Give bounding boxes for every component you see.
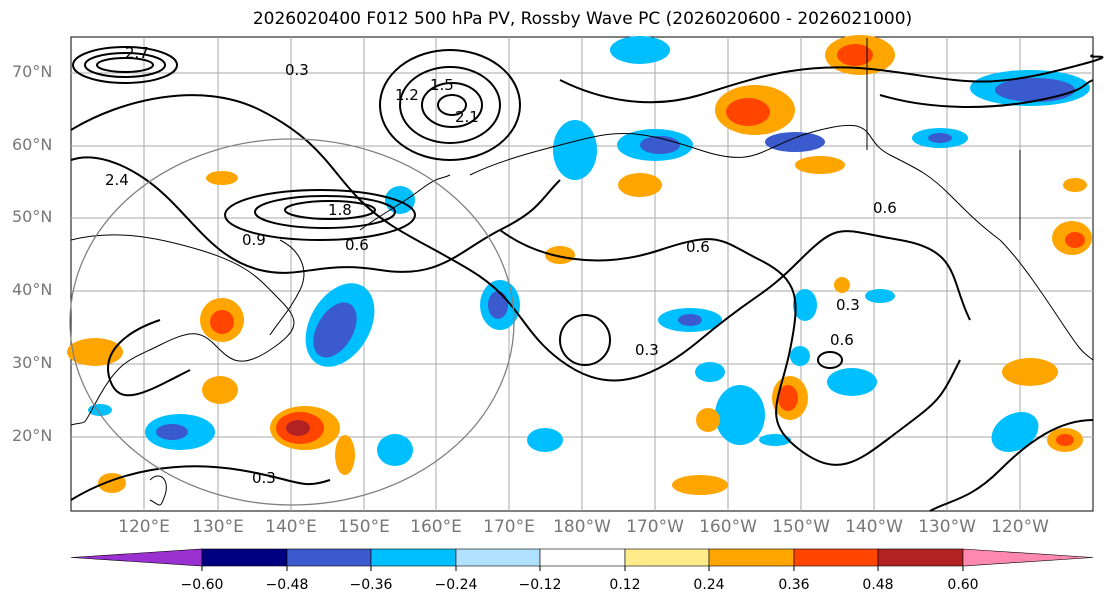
contour-label: 0.3 — [635, 341, 659, 359]
colorbar-swatch — [962, 548, 1094, 567]
colorbar-tick-label: −0.60 — [180, 577, 224, 593]
colorbar-tick-label: 0.48 — [862, 577, 894, 593]
colorbar-tick-label: −0.36 — [349, 577, 393, 593]
colorbar-tick-label: −0.12 — [518, 577, 562, 593]
colorbar-tick-label: 0.60 — [947, 577, 979, 593]
lon-label: 170°W — [626, 517, 684, 537]
contour-label: 0.3 — [252, 469, 276, 487]
lat-label: 30°N — [12, 353, 53, 372]
contour-label: 1.5 — [430, 76, 454, 94]
colorbar-swatches — [70, 548, 1094, 567]
lon-label: 130°E — [192, 517, 244, 537]
colorbar-swatch — [370, 548, 457, 567]
colorbar-tick-label: 0.12 — [609, 577, 641, 593]
lon-label: 180°W — [553, 517, 611, 537]
contour-label: 0.6 — [686, 238, 710, 256]
contour-label: 2.1 — [455, 108, 479, 126]
contour-label: 0.6 — [345, 236, 369, 254]
colorbar-swatch — [877, 548, 964, 567]
lon-label: 150°W — [772, 517, 830, 537]
contour-label: 1.8 — [328, 201, 352, 219]
lon-label: 120°W — [991, 517, 1049, 537]
contour-label: 0.9 — [242, 231, 266, 249]
lon-label: 150°E — [338, 517, 390, 537]
lat-label: 20°N — [12, 426, 53, 445]
colorbar-ticks — [201, 566, 964, 571]
lon-label: 160°W — [699, 517, 757, 537]
contour-label: 2.7 — [125, 44, 149, 62]
lon-label: 160°E — [410, 517, 462, 537]
colorbar-swatch — [708, 548, 795, 567]
contour-label: 2.4 — [105, 171, 129, 189]
colorbar-tick-label: −0.48 — [265, 577, 309, 593]
lon-label: 130°W — [918, 517, 976, 537]
contour-label: 0.3 — [836, 296, 860, 314]
lat-label: 60°N — [12, 135, 53, 154]
colorbar-swatch — [624, 548, 710, 567]
pv-contours — [70, 46, 1104, 512]
lon-label: 140°E — [265, 517, 317, 537]
contour-label: 0.6 — [830, 331, 854, 349]
lat-label: 70°N — [12, 62, 53, 81]
lat-label: 40°N — [12, 280, 53, 299]
pv-anomaly-fills — [67, 35, 1092, 495]
colorbar-swatch — [455, 548, 541, 567]
colorbar-swatch — [201, 548, 288, 567]
contour-labels: 0.3 0.6 0.9 1.2 1.5 1.8 2.1 2.4 2.7 0.6 … — [105, 44, 897, 487]
region-circle — [69, 138, 515, 506]
lon-label: 140°W — [845, 517, 903, 537]
grid-lines — [71, 37, 1093, 511]
contour-label: 1.2 — [395, 86, 419, 104]
lon-label: 120°E — [118, 517, 170, 537]
lon-label: 170°E — [483, 517, 535, 537]
colorbar-tick-label: −0.24 — [434, 577, 478, 593]
colorbar-swatch — [286, 548, 372, 567]
colorbar-tick-label: 0.36 — [778, 577, 810, 593]
contour-label: 0.3 — [285, 61, 309, 79]
lat-label: 50°N — [12, 207, 53, 226]
map-title: 2026020400 F012 500 hPa PV, Rossby Wave … — [252, 9, 913, 29]
colorbar-tick-label: 0.24 — [693, 577, 725, 593]
coastlines — [70, 38, 1094, 506]
colorbar-swatch — [70, 548, 203, 567]
contour-label: 0.6 — [873, 199, 897, 217]
colorbar-swatch — [793, 548, 879, 567]
colorbar-swatch — [539, 548, 626, 567]
